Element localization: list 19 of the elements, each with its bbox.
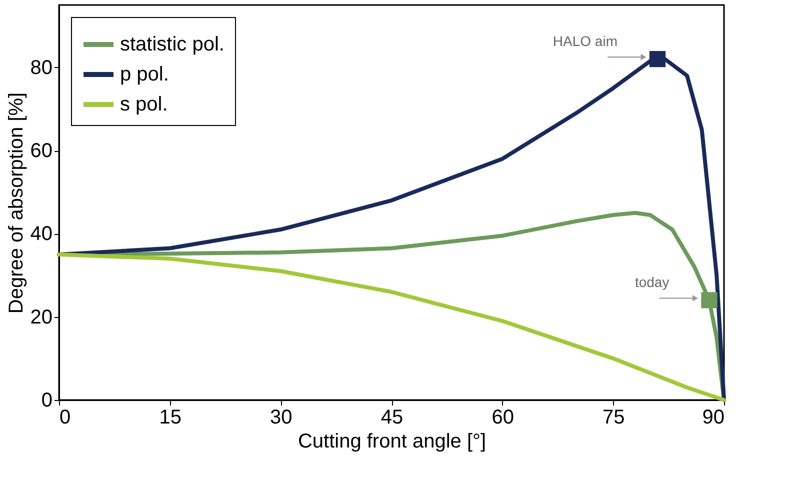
- x-axis-title: Cutting front angle [°]: [298, 430, 486, 452]
- y-axis-title: Degree of absorption [%]: [5, 92, 28, 314]
- x-tick-label: 60: [492, 406, 514, 428]
- x-tick-label: 15: [159, 406, 182, 428]
- y-tick-label: 20: [30, 306, 52, 328]
- x-tick-label: 45: [380, 406, 404, 428]
- y-tick-label: 80: [30, 56, 52, 79]
- annotation: today: [634, 274, 670, 290]
- x-tick-label: 30: [270, 406, 292, 428]
- annotation: HALO aim: [552, 33, 618, 50]
- x-tick-label: 0: [60, 406, 71, 428]
- y-tick-label: 0: [41, 390, 52, 412]
- y-tick-label: 40: [30, 223, 52, 246]
- legend-label: statistic pol.: [120, 34, 224, 56]
- legend-label: p pol.: [120, 64, 169, 86]
- x-tick-label: 75: [602, 406, 625, 428]
- x-tick-label: 90: [702, 406, 724, 428]
- legend-label: s pol.: [120, 94, 168, 116]
- y-tick-label: 60: [30, 140, 52, 162]
